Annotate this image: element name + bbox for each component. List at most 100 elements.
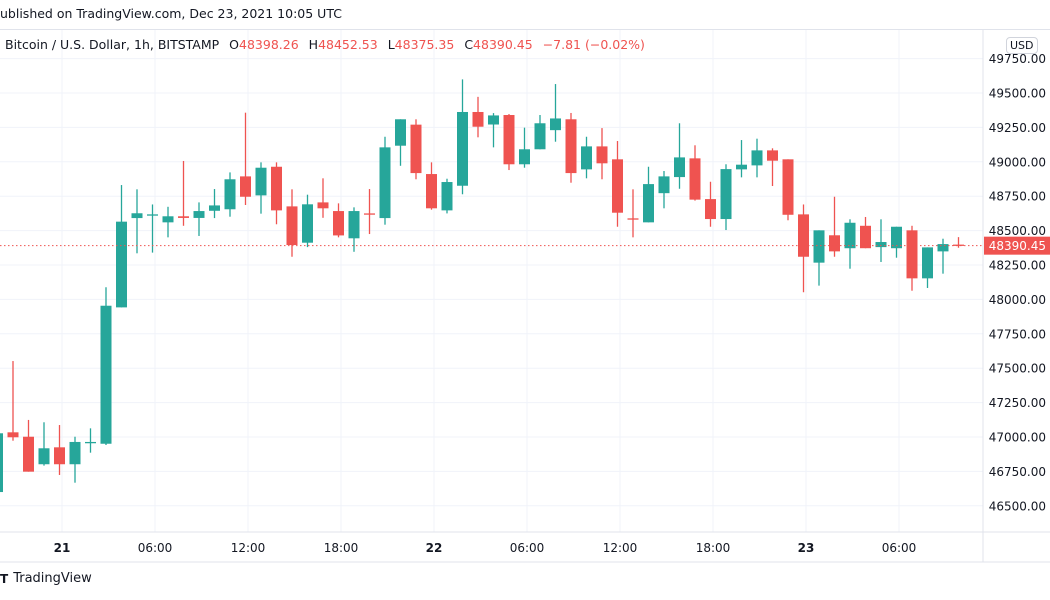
candle-down xyxy=(503,115,515,165)
candle-down xyxy=(317,202,329,209)
time-tick-label: 23 xyxy=(798,541,815,555)
candle-up xyxy=(255,167,267,196)
candle-down xyxy=(240,176,251,197)
price-tick-label: 49000.00 xyxy=(989,155,1046,169)
low-label: L xyxy=(387,37,395,52)
candle-up xyxy=(519,149,530,165)
candle-up xyxy=(147,214,158,216)
price-tick-label: 46500.00 xyxy=(989,499,1046,513)
candle-down xyxy=(596,146,608,164)
low-value: 48375.35 xyxy=(394,37,455,52)
time-tick-label: 12:00 xyxy=(603,541,638,555)
candle-up xyxy=(100,305,112,444)
candle-down xyxy=(410,124,422,174)
candle-up xyxy=(736,164,747,170)
time-tick-label: 06:00 xyxy=(510,541,545,555)
open-label: O xyxy=(229,37,240,52)
published-caption: ublished on TradingView.com, Dec 23, 202… xyxy=(0,6,342,21)
candle-up xyxy=(131,213,143,219)
candle-up xyxy=(379,147,391,219)
tradingview-logo-icon: 𝗧 xyxy=(0,571,9,586)
price-tick-label: 48250.00 xyxy=(989,259,1046,273)
candle-down xyxy=(333,211,344,236)
candle-up xyxy=(844,222,856,249)
candle-up xyxy=(162,216,174,223)
candle-down xyxy=(286,206,298,246)
candle-up xyxy=(813,230,825,263)
divider xyxy=(0,29,1050,30)
brand-name: TradingView xyxy=(13,571,92,586)
price-tick-label: 47000.00 xyxy=(989,431,1046,445)
high-label: H xyxy=(308,37,319,52)
candle-up xyxy=(302,204,313,243)
candle-down xyxy=(472,111,484,127)
candle-up xyxy=(116,221,127,308)
candle-down xyxy=(767,150,778,161)
candle-up xyxy=(457,111,468,186)
candle-down xyxy=(364,213,375,215)
price-tick-label: 46750.00 xyxy=(989,465,1046,479)
candle-down xyxy=(953,244,964,246)
close-label: C xyxy=(464,37,474,52)
time-tick-label: 21 xyxy=(54,541,71,555)
candle-up xyxy=(38,448,50,465)
close-value: 48390.45 xyxy=(473,37,533,52)
candle-up xyxy=(922,247,933,279)
candle-up xyxy=(209,205,220,211)
change-value: −7.81 (−0.02%) xyxy=(542,37,645,52)
symbol-legend: Bitcoin / U.S. Dollar, 1h, BITSTAMP O 483… xyxy=(5,37,645,52)
candle-up xyxy=(674,157,685,178)
candle-down xyxy=(689,158,701,200)
candle-down xyxy=(860,225,871,249)
candle-up xyxy=(550,118,561,131)
price-tick-label: 49750.00 xyxy=(989,52,1046,66)
candle-up xyxy=(193,211,205,218)
candle-down xyxy=(906,230,918,279)
price-tick-label: 47750.00 xyxy=(989,327,1046,341)
time-tick-label: 22 xyxy=(426,541,443,555)
time-tick-label: 18:00 xyxy=(324,541,359,555)
price-tick-label: 47500.00 xyxy=(989,362,1046,376)
candle-up xyxy=(85,441,96,444)
candle-down xyxy=(705,199,716,220)
candle-up xyxy=(441,182,453,211)
tradingview-logo[interactable]: 𝗧 TradingView xyxy=(0,571,92,586)
candle-up xyxy=(395,119,406,146)
symbol-title[interactable]: Bitcoin / U.S. Dollar, 1h, BITSTAMP xyxy=(5,37,220,52)
candle-up xyxy=(224,179,236,210)
candle-down xyxy=(829,235,840,252)
candle-up xyxy=(720,169,732,220)
candle-down xyxy=(798,214,809,257)
candle-down xyxy=(627,218,639,220)
high-value: 48452.53 xyxy=(318,37,378,52)
candle-down xyxy=(7,432,19,438)
candle-up xyxy=(0,433,3,493)
currency-button[interactable]: USD xyxy=(1006,37,1038,54)
price-tick-label: 47250.00 xyxy=(989,396,1046,410)
candle-down xyxy=(565,119,577,174)
candle-up xyxy=(751,150,763,166)
price-tick-label: 49500.00 xyxy=(989,87,1046,101)
candle-down xyxy=(782,159,794,215)
candle-up xyxy=(488,115,499,125)
price-tick-label: 49250.00 xyxy=(989,121,1046,135)
candle-up xyxy=(643,184,654,223)
candle-down xyxy=(178,216,189,218)
candle-up xyxy=(875,242,887,248)
candle-down xyxy=(271,166,282,211)
price-tick-label: 48750.00 xyxy=(989,190,1046,204)
candle-up xyxy=(581,146,592,170)
candle-down xyxy=(23,436,34,472)
price-tick-label: 48000.00 xyxy=(989,293,1046,307)
candle-down xyxy=(426,174,437,209)
candle-up xyxy=(658,176,670,194)
last-price-badge xyxy=(984,236,1050,255)
time-tick-label: 06:00 xyxy=(138,541,173,555)
time-tick-label: 18:00 xyxy=(696,541,731,555)
last-price-label: 48390.45 xyxy=(989,239,1046,253)
candle-up xyxy=(348,211,360,239)
candle-down xyxy=(54,447,65,465)
price-tick-label: 48500.00 xyxy=(989,224,1046,238)
candle-up xyxy=(891,226,902,249)
